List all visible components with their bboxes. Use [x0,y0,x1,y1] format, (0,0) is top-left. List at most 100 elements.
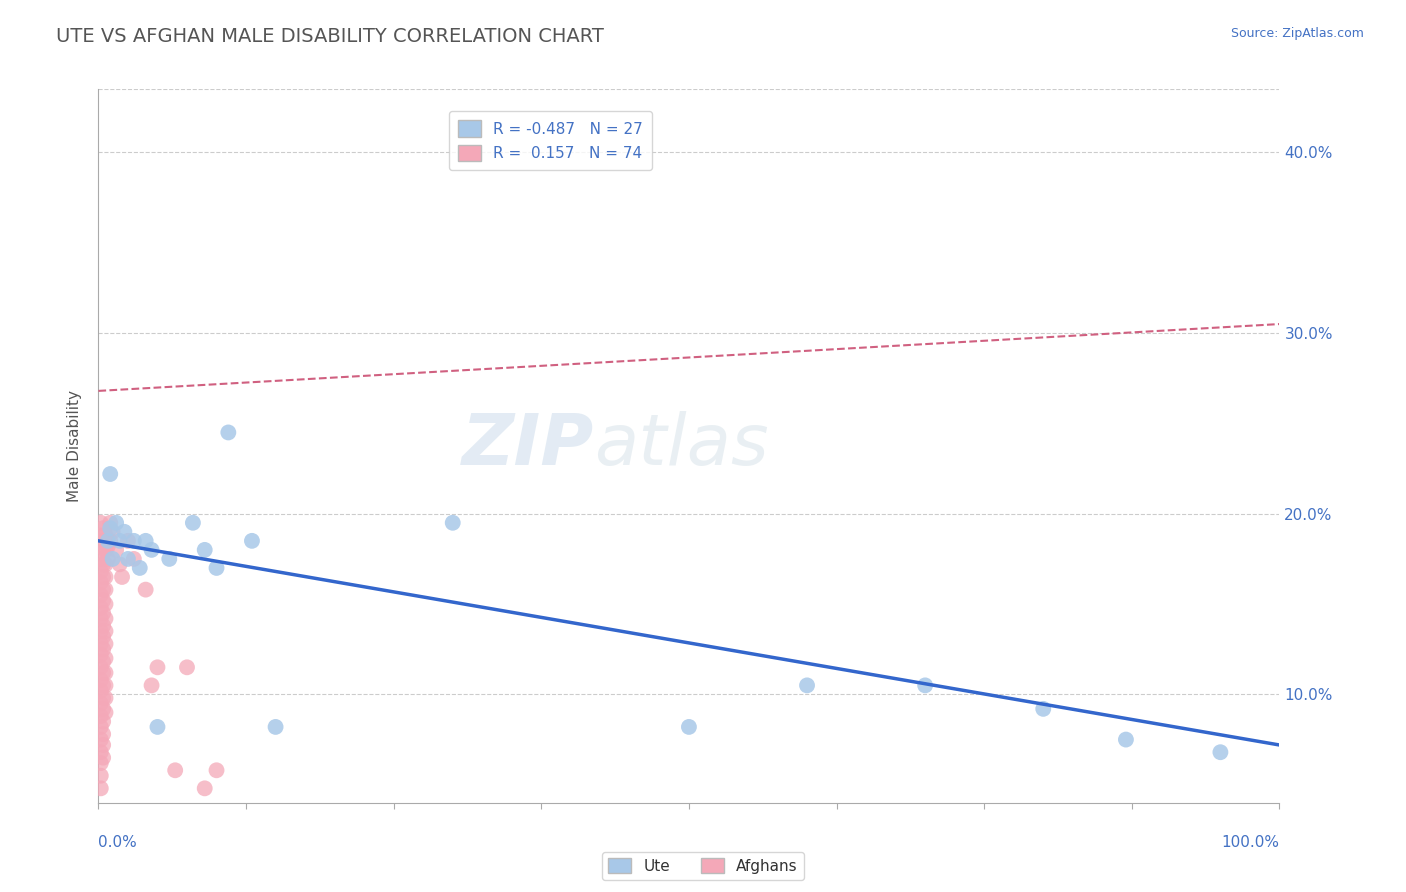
Point [91,606,114,620]
Point [91,665,114,680]
Point [91,630,114,644]
Point [217,425,239,440]
Legend: Ute, Afghans: Ute, Afghans [602,852,804,880]
Point [205,764,228,778]
Point [441,516,464,530]
Point [90,637,112,651]
Point [90,516,112,530]
Point [91,750,114,764]
Text: ZIP: ZIP [463,411,595,481]
Point [112,524,135,539]
Point [181,516,204,530]
Point [91,619,114,633]
Text: 100.0%: 100.0% [1222,835,1279,850]
Point [165,764,187,778]
Point [176,660,198,674]
Point [91,533,114,548]
Point [94,637,117,651]
Point [98,533,121,548]
Point [90,732,112,747]
Point [94,558,117,572]
Point [91,642,114,657]
Text: Source: ZipAtlas.com: Source: ZipAtlas.com [1230,27,1364,40]
Point [91,582,114,597]
Point [90,769,112,783]
Point [678,720,700,734]
Point [94,624,117,639]
Point [117,533,139,548]
Text: atlas: atlas [595,411,769,481]
Point [94,570,117,584]
Point [146,660,169,674]
Text: UTE VS AFGHAN MALE DISABILITY CORRELATION CHART: UTE VS AFGHAN MALE DISABILITY CORRELATIO… [56,27,605,45]
Point [796,678,818,692]
Point [98,516,121,530]
Point [91,727,114,741]
Point [90,611,112,625]
Point [90,709,112,723]
Point [90,624,112,639]
Point [91,655,114,669]
Point [135,582,157,597]
Point [1115,732,1137,747]
Point [94,597,117,611]
Point [105,516,128,530]
Point [91,558,114,572]
Point [90,781,112,796]
Point [90,575,112,590]
Point [101,552,124,566]
Point [108,558,131,572]
Point [128,561,150,575]
Point [91,570,114,584]
Point [90,539,112,553]
Point [194,542,217,557]
Point [194,781,217,796]
Point [122,552,145,566]
Point [97,552,120,566]
Point [94,691,117,706]
Point [264,720,287,734]
Point [91,678,114,692]
Point [91,714,114,729]
Point [90,756,112,770]
Point [94,678,117,692]
Point [90,600,112,615]
Point [157,552,180,566]
Point [94,651,117,665]
Point [94,542,117,557]
Point [90,648,112,662]
Point [94,528,117,542]
Point [240,533,263,548]
Point [94,706,117,720]
Point [1032,702,1054,716]
Point [111,570,134,584]
Point [90,660,112,674]
Point [141,678,163,692]
Point [97,539,120,553]
Point [1209,745,1232,759]
Point [90,528,112,542]
Text: 0.0%: 0.0% [98,835,138,850]
Point [122,533,145,548]
Legend: R = -0.487   N = 27, R =  0.157   N = 74: R = -0.487 N = 27, R = 0.157 N = 74 [449,112,652,170]
Point [98,521,121,535]
Point [205,561,228,575]
Point [141,542,163,557]
Point [94,611,117,625]
Point [97,533,120,548]
Point [98,467,121,481]
Point [90,745,112,759]
Point [135,533,157,548]
Point [105,542,128,557]
Point [90,565,112,579]
Point [91,691,114,706]
Point [90,683,112,698]
Point [94,665,117,680]
Point [146,720,169,734]
Point [914,678,936,692]
Point [90,673,112,687]
Point [101,524,124,539]
Point [91,521,114,535]
Point [117,552,139,566]
Point [91,702,114,716]
